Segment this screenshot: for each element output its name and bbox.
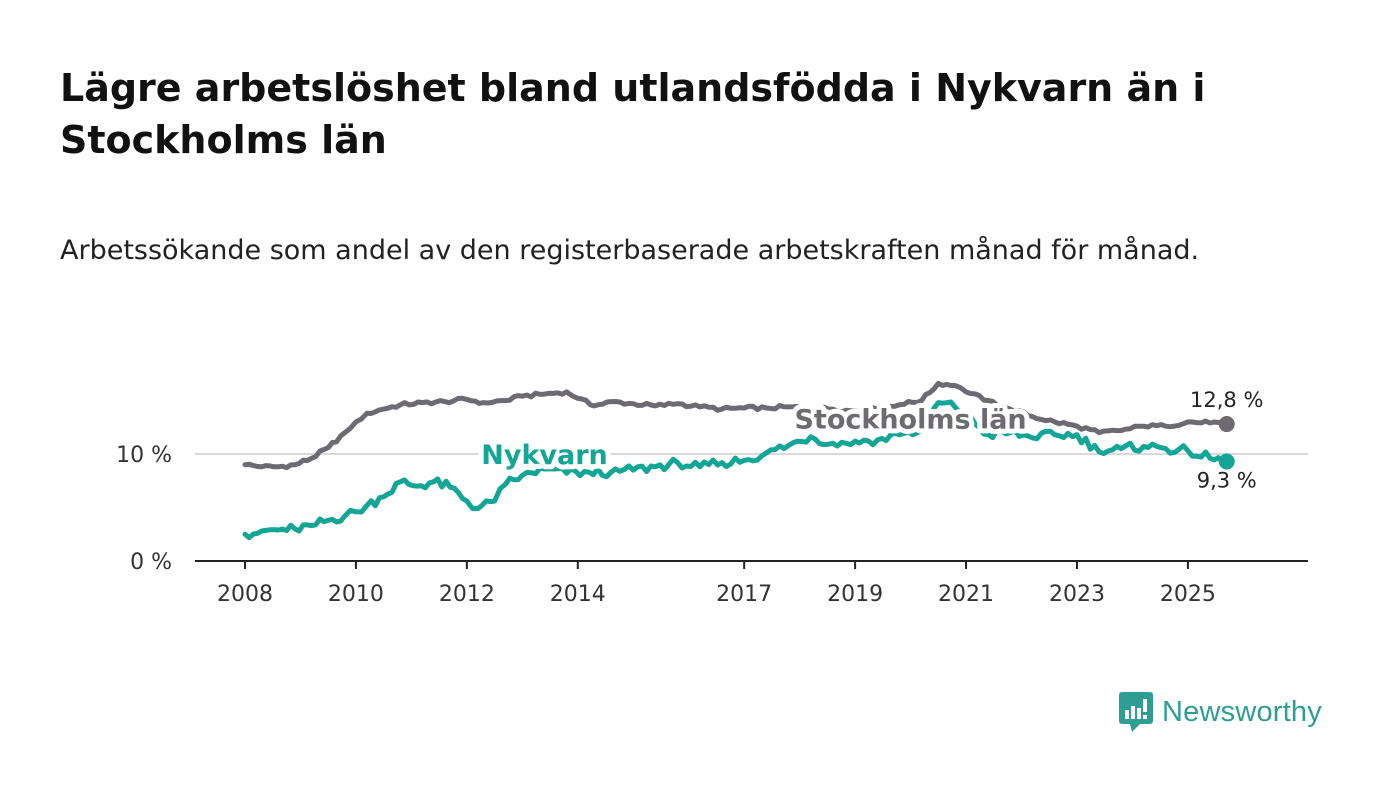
x-tick-label: 2023 — [1049, 582, 1105, 607]
x-axis: 2008 2010 2012 2014 2017 2019 2021 2023 2025 — [195, 560, 1308, 607]
chart-subtitle: Arbetssökande som andel av den registerb… — [60, 235, 1200, 266]
y-axis-tick-labels: 0 % 10 % — [116, 443, 172, 575]
series-line-nykvarn — [242, 399, 1230, 541]
x-tick-label: 2025 — [1160, 582, 1216, 607]
series-line-stockholm — [242, 380, 1230, 471]
series-lines — [242, 380, 1235, 541]
end-point-nykvarn — [1218, 453, 1235, 470]
end-value-label-nykvarn: 9,3 % — [1197, 468, 1257, 492]
inline-label-stockholm: Stockholms län — [794, 405, 1026, 436]
inline-label-halo-stockholm: Stockholms län — [794, 405, 1026, 436]
x-tick-label: 2019 — [827, 582, 883, 607]
x-tick-label: 2021 — [938, 582, 994, 607]
newsworthy-brand[interactable]: Newsworthy — [1118, 690, 1322, 734]
y-tick-label: 0 % — [130, 550, 172, 575]
brand-name: Newsworthy — [1162, 695, 1322, 728]
end-point-stockholm — [1218, 416, 1235, 433]
y-tick-label: 10 % — [116, 443, 172, 468]
newsworthy-logo-icon — [1119, 692, 1153, 732]
x-tick-label: 2012 — [439, 582, 495, 607]
inline-label-halo-nykvarn: Nykvarn — [481, 440, 608, 471]
chart-title: Lägre arbetslöshet bland utlandsfödda i … — [60, 66, 1206, 162]
x-tick-label: 2017 — [716, 582, 772, 607]
x-tick-label: 2010 — [328, 582, 384, 607]
inline-label-nykvarn: Nykvarn — [481, 440, 608, 471]
end-value-label-stockholm: 12,8 % — [1190, 388, 1263, 412]
x-tick-label: 2014 — [550, 582, 606, 607]
x-tick-label: 2008 — [217, 582, 273, 607]
